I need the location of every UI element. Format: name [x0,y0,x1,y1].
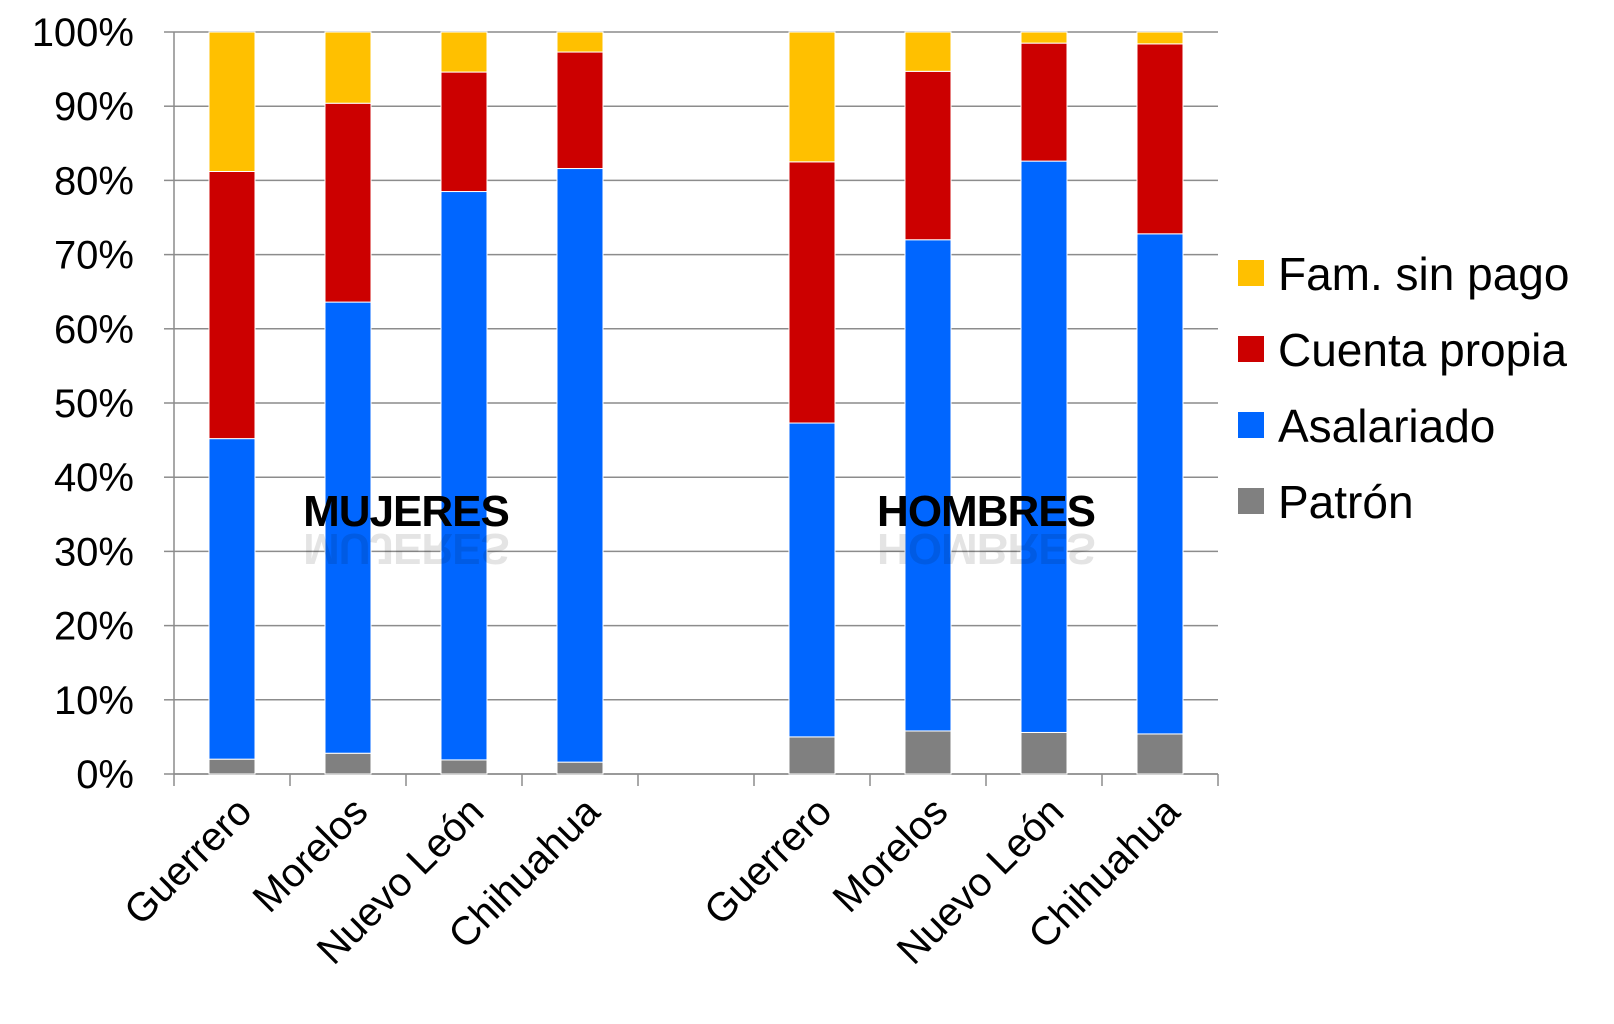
bar-cuenta-propia [1021,43,1067,161]
y-tick-label: 80% [54,159,134,203]
bar-asalariado [789,423,835,737]
bar-patron [1137,734,1183,774]
bar-fam-sin-pago [905,32,951,71]
bar-patron [209,759,255,774]
legend-swatch-patron [1238,488,1264,514]
bar-cuenta-propia [557,52,603,168]
bar-patron [325,753,371,774]
y-tick-label: 0% [76,753,134,797]
bar-asalariado [1137,234,1183,734]
bar-cuenta-propia [209,171,255,438]
bar-cuenta-propia [789,162,835,423]
bar-cuenta-propia [1137,44,1183,234]
bar-fam-sin-pago [209,32,255,171]
bar-asalariado [209,439,255,760]
bar-fam-sin-pago [557,32,603,52]
legend-label-patron: Patrón [1278,476,1414,528]
y-axis-ticks: 0% 10% 20% 30% 40% 50% 60% 70% 80% 90% 100% [32,11,174,797]
y-tick-label: 60% [54,308,134,352]
y-tick-label: 70% [54,234,134,278]
y-tick-label: 10% [54,679,134,723]
bar-asalariado [905,240,951,731]
bar-fam-sin-pago [1137,32,1183,44]
y-tick-label: 50% [54,382,134,426]
x-category-label: Guerrero [116,789,260,933]
bar-patron [789,737,835,774]
legend-label-fam-sin-pago: Fam. sin pago [1278,248,1569,300]
y-tick-label: 100% [32,11,134,55]
y-tick-label: 30% [54,530,134,574]
legend: Fam. sin pago Cuenta propia Asalariado Patr… [1238,248,1569,528]
bar-patron [1021,732,1067,774]
y-tick-label: 20% [54,605,134,649]
legend-swatch-cuenta-propia [1238,336,1264,362]
group-label-reflection: MUJERES [303,524,509,573]
group-label-reflection: HOMBRES [877,524,1095,573]
bar-fam-sin-pago [789,32,835,162]
bar-asalariado [557,169,603,763]
bar-fam-sin-pago [1021,32,1067,43]
y-tick-label: 40% [54,456,134,500]
bar-cuenta-propia [325,103,371,302]
bar-patron [905,731,951,774]
legend-swatch-asalariado [1238,412,1264,438]
bar-cuenta-propia [441,72,487,191]
bar-asalariado [441,192,487,760]
bar-fam-sin-pago [441,32,487,72]
y-tick-label: 90% [54,85,134,129]
x-axis-ticks [174,774,1218,786]
legend-label-cuenta-propia: Cuenta propia [1278,324,1567,376]
bar-asalariado [1021,161,1067,732]
bar-patron [441,760,487,774]
legend-swatch-fam-sin-pago [1238,260,1264,286]
bar-fam-sin-pago [325,32,371,103]
bar-cuenta-propia [905,71,951,239]
legend-label-asalariado: Asalariado [1278,400,1495,452]
bar-patron [557,762,603,774]
x-category-label: Guerrero [696,789,840,933]
